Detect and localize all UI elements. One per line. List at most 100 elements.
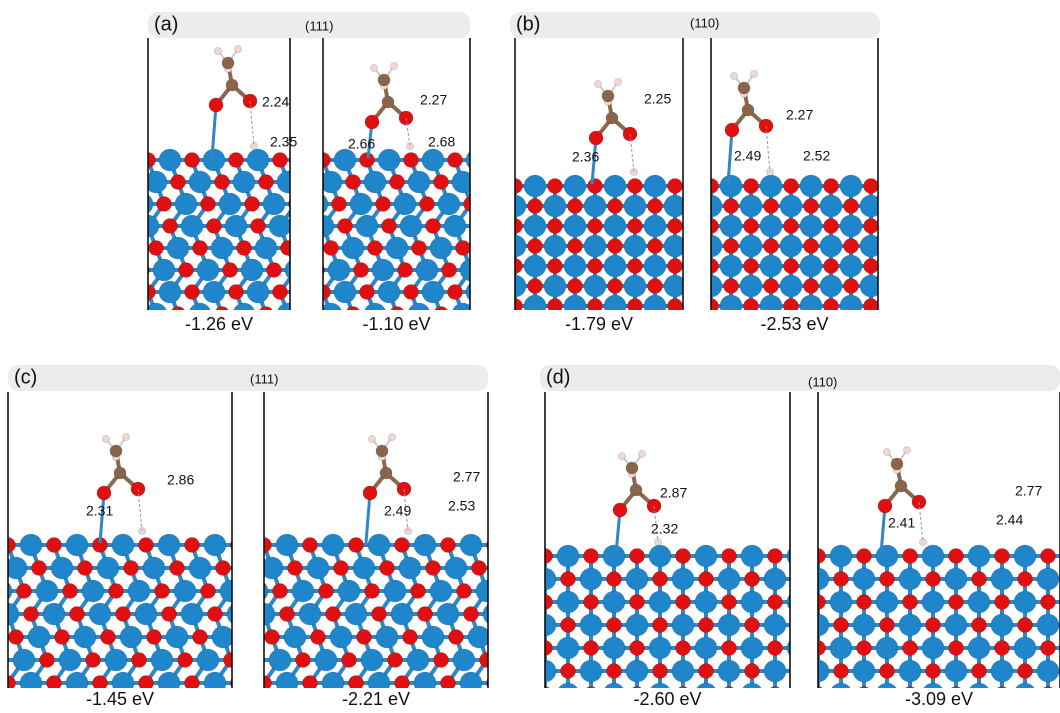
atom (368, 241, 383, 256)
atom (584, 641, 599, 656)
atom (445, 695, 467, 713)
atom (36, 580, 58, 602)
slab (0, 534, 265, 713)
atom (857, 641, 872, 656)
atom (720, 215, 742, 237)
bond (0, 568, 1, 591)
atom (163, 219, 178, 234)
atom (324, 241, 339, 256)
bond (477, 270, 493, 292)
atom (267, 263, 282, 278)
panel-header (540, 365, 1060, 391)
atom (904, 447, 911, 454)
distance-label: 2.24 (262, 94, 289, 110)
atom (840, 255, 862, 277)
facet-label: (111) (250, 371, 278, 386)
atom (840, 215, 862, 237)
slab (290, 149, 504, 325)
atom (695, 637, 717, 659)
atom (995, 595, 1010, 610)
atom (624, 275, 646, 297)
bond (302, 292, 310, 314)
atom (528, 239, 543, 254)
atom (699, 664, 714, 679)
atom (430, 237, 452, 259)
atom (945, 568, 967, 590)
atom (66, 534, 88, 556)
atom (538, 687, 553, 702)
atom (382, 219, 397, 234)
bond (477, 292, 485, 314)
atom (884, 199, 899, 214)
atom (127, 307, 142, 322)
slab (511, 545, 809, 705)
distance-label: 2.27 (420, 92, 447, 108)
bond (238, 660, 254, 683)
slab (115, 149, 329, 325)
atom (470, 219, 485, 234)
atom (488, 319, 503, 334)
bond (241, 683, 249, 706)
atom (764, 614, 786, 636)
atom (741, 545, 763, 567)
atom (784, 219, 799, 234)
atom (830, 545, 852, 567)
bond (241, 545, 249, 568)
atom (101, 630, 116, 645)
atom (412, 241, 427, 256)
molecule (363, 434, 412, 544)
atom (280, 607, 295, 622)
atom (607, 664, 622, 679)
atom (365, 584, 380, 599)
distance-label: 2.87 (660, 485, 687, 501)
atom (720, 295, 742, 317)
atom (448, 153, 463, 168)
atom (604, 255, 626, 277)
atom (242, 699, 257, 713)
bond (241, 591, 257, 614)
atom (603, 637, 625, 659)
atom (880, 664, 895, 679)
atom (922, 545, 944, 567)
atom (259, 307, 274, 322)
distance-label: 2.49 (384, 503, 411, 519)
atom (557, 637, 579, 659)
atom (528, 319, 543, 334)
atom (488, 199, 503, 214)
atom (445, 557, 467, 579)
atom (644, 255, 666, 277)
atom (139, 538, 154, 553)
atom (544, 235, 566, 257)
atom (824, 299, 839, 314)
atom (155, 584, 170, 599)
atom (995, 687, 1010, 702)
molecule (613, 451, 662, 555)
atom (478, 175, 493, 190)
atom (1018, 664, 1033, 679)
atom (483, 603, 505, 625)
atom (745, 664, 760, 679)
atom (250, 653, 265, 668)
bond (126, 226, 134, 248)
atom (718, 614, 740, 636)
atom (564, 175, 586, 197)
atom (167, 237, 189, 259)
atom (388, 653, 403, 668)
atom (378, 74, 390, 86)
atom (688, 199, 703, 214)
atom (484, 255, 506, 277)
atom (391, 603, 413, 625)
bond (302, 204, 318, 226)
atom (416, 259, 438, 281)
atom (764, 279, 779, 294)
atom (235, 695, 257, 713)
atom (1014, 637, 1036, 659)
atom (780, 195, 802, 217)
atom (185, 538, 200, 553)
atom (361, 649, 383, 671)
distance-label: 2.27 (786, 107, 813, 123)
atom (203, 149, 225, 171)
atom (607, 572, 622, 587)
atom (524, 215, 546, 237)
atom (437, 603, 459, 625)
